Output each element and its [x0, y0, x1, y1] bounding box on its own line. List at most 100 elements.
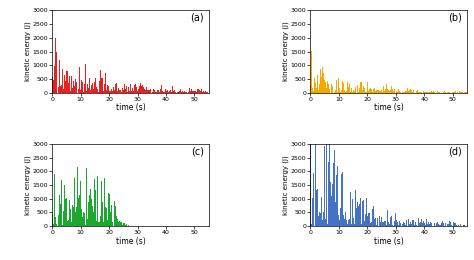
Bar: [449, 221, 450, 226]
Bar: [404, 223, 405, 226]
Bar: [344, 219, 345, 226]
Y-axis label: kinetic energy (J): kinetic energy (J): [25, 155, 31, 215]
Bar: [417, 90, 418, 93]
Bar: [338, 199, 339, 226]
X-axis label: time (s): time (s): [374, 103, 403, 112]
Bar: [378, 225, 379, 226]
Bar: [311, 224, 312, 226]
Bar: [409, 91, 410, 93]
Bar: [445, 223, 446, 226]
Bar: [177, 92, 178, 93]
Bar: [72, 88, 73, 93]
Bar: [421, 89, 422, 93]
Bar: [122, 88, 123, 93]
Bar: [67, 191, 68, 226]
Bar: [343, 83, 344, 93]
Bar: [194, 90, 195, 93]
Bar: [145, 92, 146, 93]
Bar: [353, 90, 354, 93]
Bar: [152, 92, 153, 93]
Bar: [111, 205, 112, 226]
Bar: [463, 225, 464, 226]
Bar: [117, 219, 118, 226]
Bar: [400, 92, 401, 93]
Bar: [128, 87, 129, 93]
Bar: [378, 90, 379, 93]
Bar: [411, 90, 412, 93]
Bar: [359, 204, 360, 226]
Bar: [170, 92, 171, 93]
Bar: [388, 90, 389, 93]
Bar: [389, 224, 390, 226]
Bar: [416, 225, 417, 226]
Bar: [403, 92, 404, 93]
Bar: [423, 91, 424, 93]
Bar: [421, 220, 422, 226]
Bar: [107, 85, 108, 93]
Bar: [327, 81, 328, 93]
Bar: [103, 222, 104, 226]
Bar: [358, 92, 359, 93]
Bar: [342, 81, 343, 93]
Bar: [193, 91, 194, 93]
Bar: [59, 60, 60, 93]
Bar: [108, 193, 109, 226]
Bar: [190, 90, 191, 93]
Bar: [129, 91, 130, 93]
Bar: [91, 86, 92, 93]
Bar: [445, 92, 446, 93]
Bar: [321, 197, 322, 226]
Bar: [100, 216, 101, 226]
Bar: [95, 190, 96, 226]
Bar: [457, 92, 458, 93]
Bar: [81, 209, 82, 226]
Bar: [62, 69, 63, 93]
Bar: [330, 183, 331, 226]
Bar: [70, 209, 71, 226]
Bar: [54, 67, 55, 93]
Bar: [458, 225, 459, 226]
Bar: [201, 89, 202, 93]
Bar: [370, 223, 371, 226]
Bar: [178, 92, 179, 93]
Bar: [126, 224, 127, 226]
Bar: [381, 221, 382, 226]
Bar: [436, 223, 437, 226]
Bar: [163, 92, 164, 93]
Bar: [439, 92, 440, 93]
Bar: [347, 224, 348, 226]
Bar: [389, 91, 390, 93]
Bar: [347, 82, 348, 93]
Bar: [336, 91, 337, 93]
Bar: [121, 222, 122, 226]
Bar: [409, 215, 410, 226]
Y-axis label: kinetic energy (J): kinetic energy (J): [283, 22, 289, 81]
Bar: [374, 88, 375, 93]
Bar: [371, 88, 372, 93]
Bar: [56, 52, 57, 93]
Bar: [98, 92, 99, 93]
Bar: [144, 89, 145, 93]
Bar: [57, 86, 58, 93]
Bar: [56, 224, 57, 226]
Bar: [185, 92, 186, 93]
Bar: [96, 87, 97, 93]
Bar: [406, 91, 407, 93]
Bar: [122, 225, 123, 226]
Bar: [61, 180, 62, 226]
Bar: [443, 223, 444, 226]
Bar: [104, 178, 105, 226]
Bar: [419, 223, 420, 226]
Bar: [432, 92, 433, 93]
Bar: [202, 90, 203, 93]
Bar: [120, 90, 121, 93]
Bar: [87, 84, 88, 93]
Bar: [198, 89, 199, 93]
Bar: [76, 82, 77, 93]
Bar: [128, 225, 129, 226]
Text: (b): (b): [448, 13, 462, 23]
Bar: [373, 206, 374, 226]
Bar: [326, 82, 327, 93]
Bar: [412, 92, 413, 93]
Bar: [99, 81, 100, 93]
